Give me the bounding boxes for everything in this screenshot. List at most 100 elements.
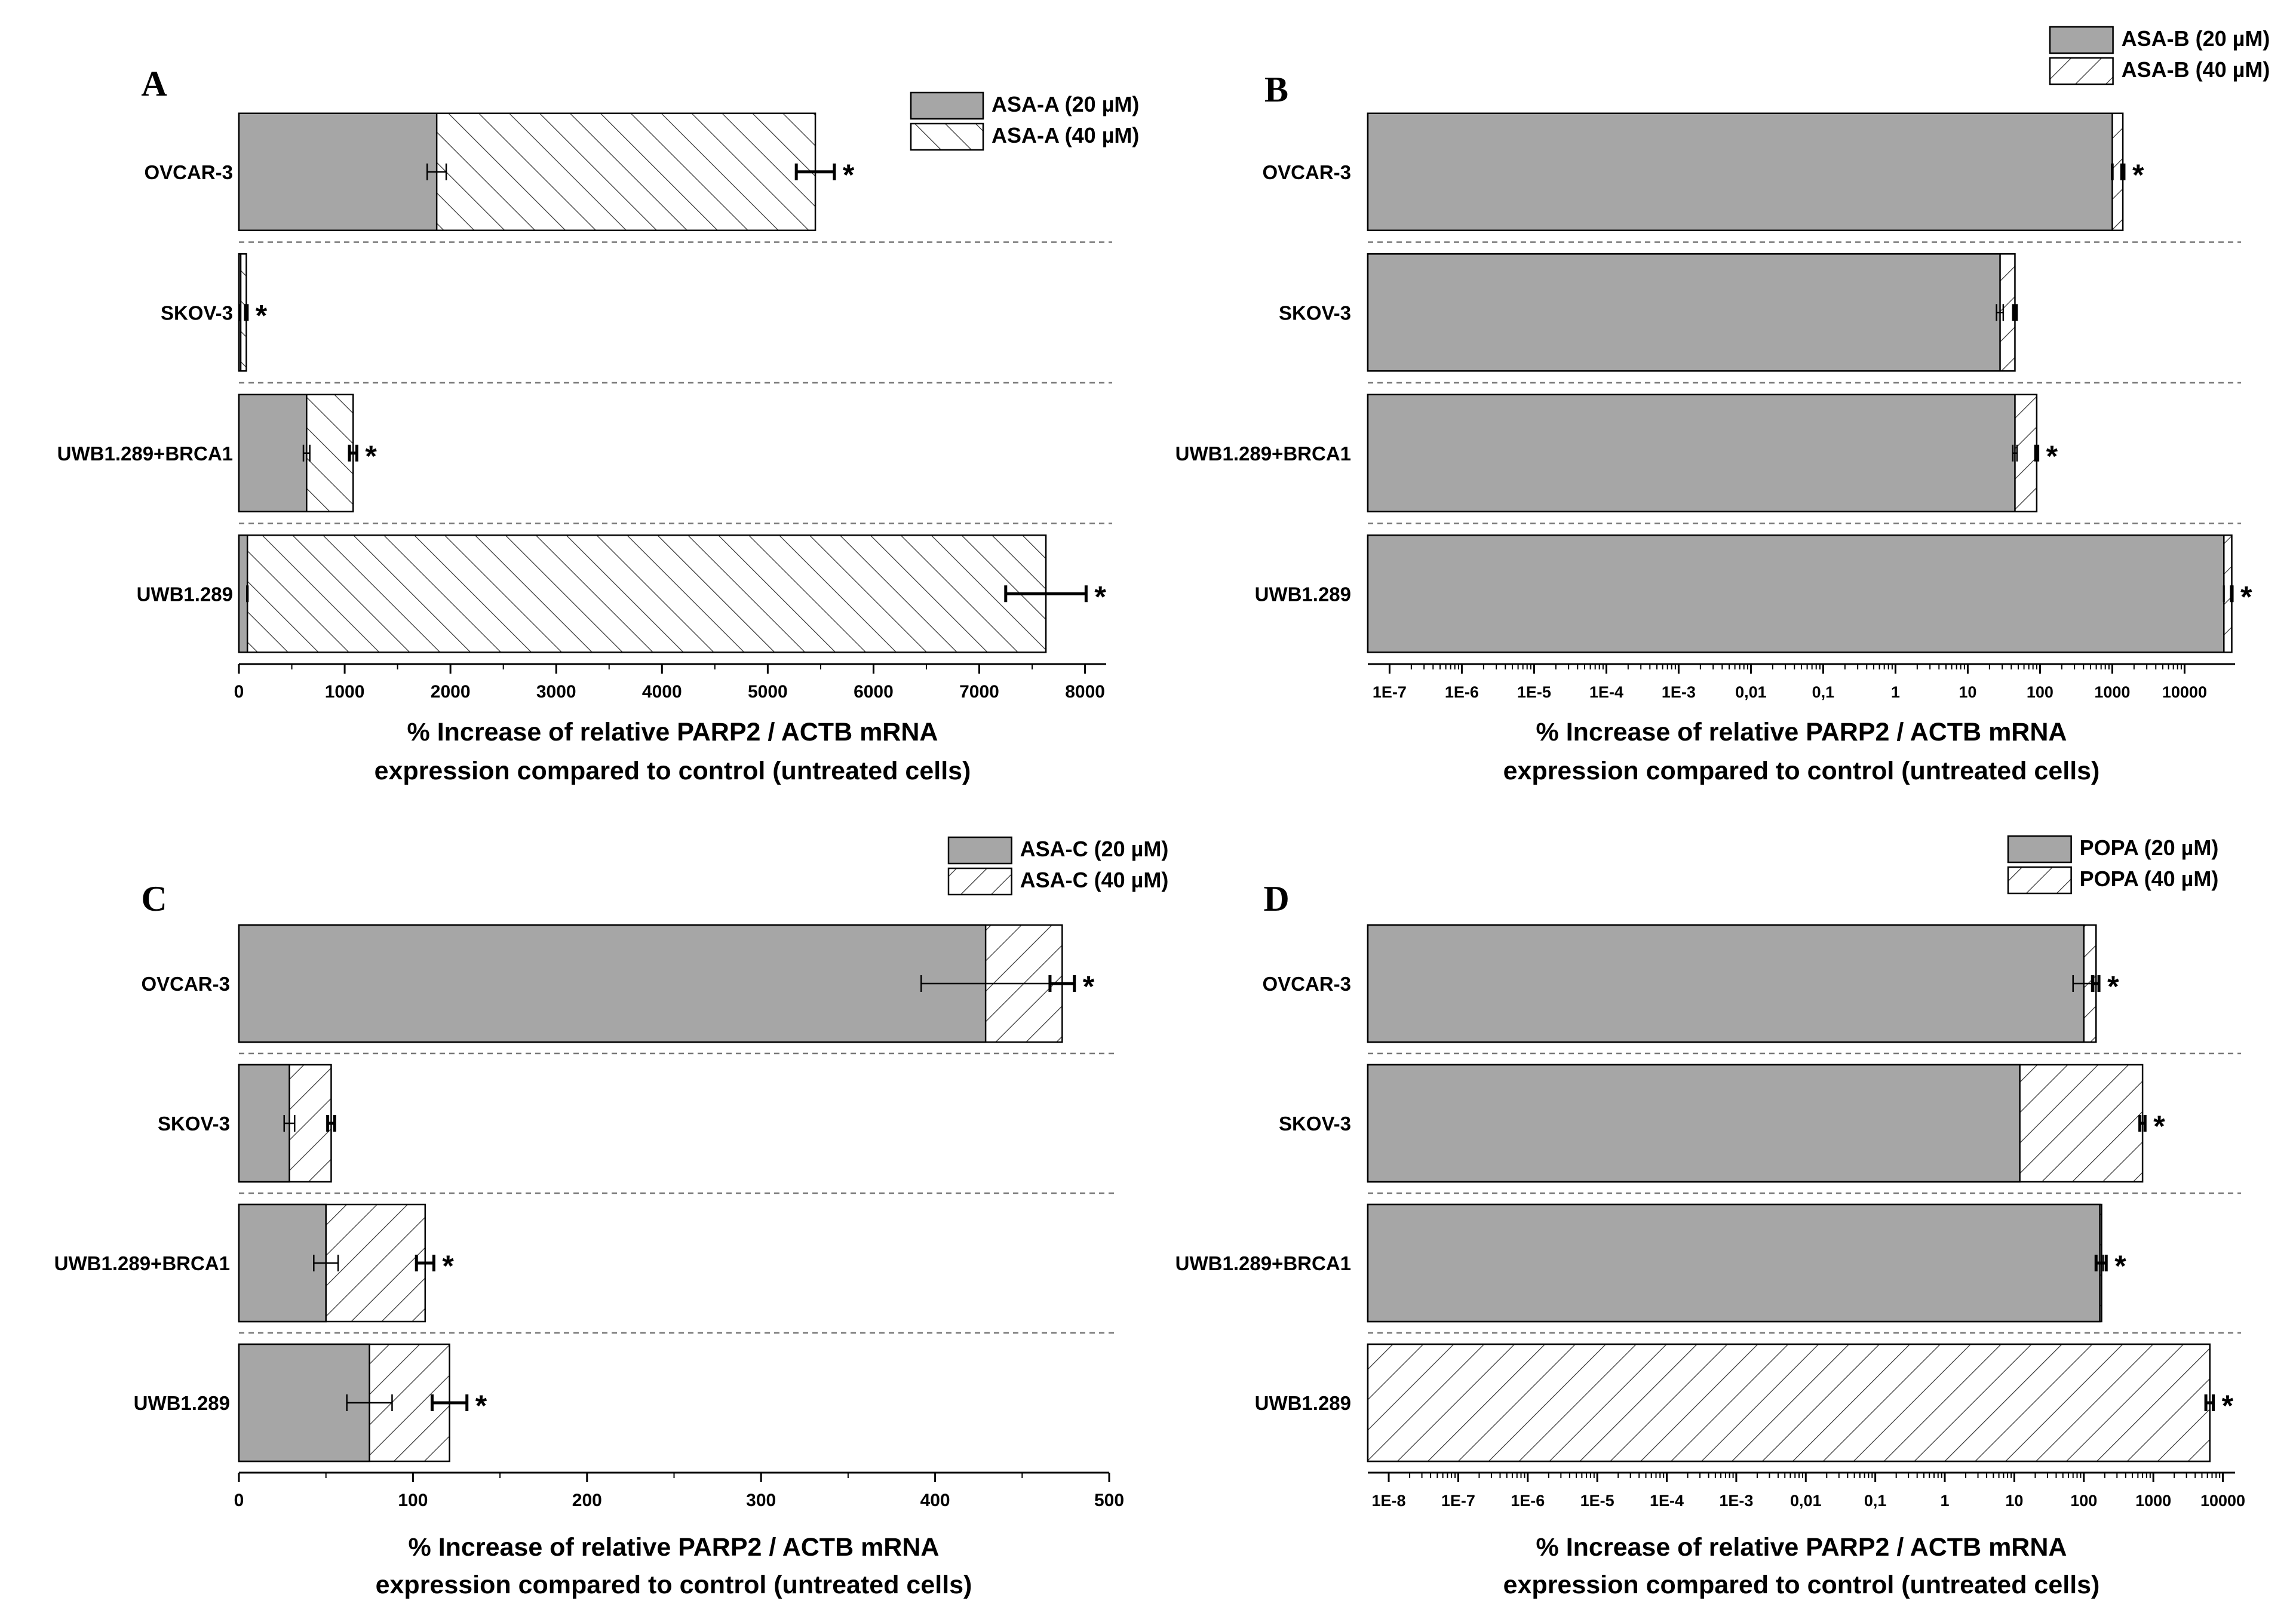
x-tick-label: 0 [234,682,244,702]
x-tick-label: 200 [572,1491,602,1510]
x-tick-label: 1E-8 [1372,1492,1406,1510]
category-label: OVCAR-3 [144,161,233,183]
legend-swatch [2049,57,2114,85]
x-tick-label: 500 [1094,1491,1124,1510]
category-label: SKOV-3 [1279,302,1351,324]
category-label: OVCAR-3 [141,973,230,995]
x-axis-label: expression compared to control (untreate… [1503,757,2100,785]
x-tick-label: 1E-4 [1589,683,1623,701]
legend-label: ASA-C (40 µM) [1020,868,1169,892]
category-label: SKOV-3 [1279,1113,1351,1135]
chart-panel-a: A OVCAR-3 * SKOV-3 * UWB1.289+BRCA1 * UWB1.289 *… [57,64,1140,785]
significance-star: * [442,1249,454,1283]
bar-series1 [238,112,438,231]
bar-series1 [1367,112,2113,231]
category-label: UWB1.289 [1255,583,1351,605]
panel-label: A [141,64,167,103]
x-tick-label: 10000 [2200,1492,2245,1510]
category-label: SKOV-3 [158,1113,230,1135]
x-tick-label: 100 [2027,683,2053,701]
category-label: UWB1.289+BRCA1 [1175,1252,1351,1274]
x-tick-label: 2000 [431,682,471,702]
chart-panel-b: B OVCAR-3 * SKOV-3 UWB1.289+BRCA1 * UWB1.289 * 1… [1175,26,2270,785]
bar-series1 [238,394,308,512]
x-tick-label: 0 [234,1491,244,1510]
panel-label: D [1263,879,1289,918]
x-tick-label: 4000 [642,682,682,702]
category-label: UWB1.289 [134,1392,230,1414]
chart-panel-d: D OVCAR-3 * SKOV-3 * UWB1.289+BRCA1 * UWB1.289 *… [1175,835,2245,1599]
category-label: SKOV-3 [161,302,233,324]
category-label: UWB1.289 [137,583,233,605]
x-tick-label: 1E-5 [1580,1492,1614,1510]
category-label: UWB1.289+BRCA1 [1175,443,1351,465]
x-axis-label: % Increase of relative PARP2 / ACTB mRNA [407,718,938,746]
bar-series1 [238,1203,327,1323]
legend-label: ASA-B (20 µM) [2122,26,2270,51]
bar-series1 [1367,394,2016,512]
significance-star: * [2222,1389,2234,1422]
category-label: UWB1.289 [1255,1392,1351,1414]
significance-star: * [2107,970,2119,1003]
significance-star: * [2046,440,2058,473]
x-tick-label: 8000 [1065,682,1105,702]
legend-swatch [947,867,1012,896]
significance-star: * [475,1389,487,1422]
bar-series1 [1367,253,2001,372]
legend-swatch [947,836,1012,865]
significance-star: * [843,158,855,192]
bar-series1 [1367,1203,2101,1323]
legend: ASA-C (20 µM) ASA-C (40 µM) [947,836,1169,896]
panel-label: B [1264,70,1288,109]
significance-star: * [1083,970,1095,1003]
legend-label: ASA-A (40 µM) [992,123,1139,148]
x-tick-label: 0,01 [1790,1492,1822,1510]
significance-star: * [1094,580,1106,613]
x-tick-label: 6000 [854,682,894,702]
significance-star: * [256,299,268,332]
significance-star: * [2153,1110,2165,1143]
legend-swatch [2007,866,2072,895]
x-tick-label: 1E-7 [1373,683,1407,701]
x-tick-label: 1 [1941,1492,1950,1510]
x-axis-label: expression compared to control (untreate… [1503,1571,2100,1599]
x-tick-label: 1E-6 [1511,1492,1545,1510]
x-tick-label: 300 [746,1491,776,1510]
x-tick-label: 100 [398,1491,428,1510]
significance-star: * [2132,158,2144,192]
legend-label: POPA (20 µM) [2080,835,2219,860]
x-tick-label: 1000 [2094,683,2130,701]
legend-swatch [910,122,984,151]
x-tick-label: 1E-4 [1650,1492,1684,1510]
x-axis-label: % Increase of relative PARP2 / ACTB mRNA [1536,1533,2067,1562]
x-tick-label: 1 [1891,683,1900,701]
legend-label: ASA-A (20 µM) [992,92,1139,116]
x-tick-label: 5000 [748,682,788,702]
x-tick-label: 10 [1959,683,1976,701]
significance-star: * [365,440,377,473]
x-tick-label: 1E-3 [1662,683,1696,701]
x-axis-label: expression compared to control (untreate… [375,757,971,785]
x-tick-label: 1E-6 [1445,683,1479,701]
panel-label: C [141,879,167,918]
x-tick-label: 400 [920,1491,950,1510]
bar-series1 [1367,924,2085,1043]
x-tick-label: 1E-5 [1517,683,1551,701]
x-tick-label: 1E-3 [1719,1492,1753,1510]
chart-panel-c: C OVCAR-3 * SKOV-3 UWB1.289+BRCA1 * UWB1.289 * 0… [54,836,1169,1599]
legend: ASA-A (20 µM) ASA-A (40 µM) [910,91,1139,151]
legend: POPA (20 µM) POPA (40 µM) [2007,835,2219,895]
category-label: OVCAR-3 [1262,973,1351,995]
x-axis-label: % Increase of relative PARP2 / ACTB mRNA [1536,718,2067,746]
x-tick-label: 0,1 [1864,1492,1887,1510]
bar-series1 [1367,534,2225,653]
x-tick-label: 0,01 [1735,683,1767,701]
x-tick-label: 100 [2070,1492,2097,1510]
legend-label: ASA-B (40 µM) [2122,57,2270,82]
legend-swatch [2049,26,2114,54]
bar-series1 [238,924,987,1043]
x-tick-label: 1000 [2135,1492,2171,1510]
bar-series2 [1367,1343,2211,1462]
bar-series1 [1367,1064,2021,1183]
